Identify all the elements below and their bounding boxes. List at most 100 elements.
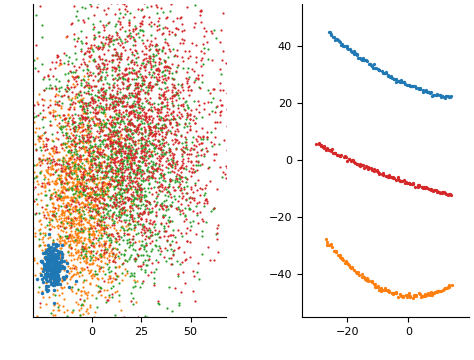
- Point: [391, 175, 398, 181]
- Point: [45, 247, 53, 252]
- Point: [151, 152, 159, 157]
- Point: [121, 167, 128, 173]
- Point: [79, 247, 87, 253]
- Point: [392, 177, 400, 183]
- Point: [85, 172, 93, 178]
- Point: [112, 273, 119, 278]
- Point: [73, 185, 81, 191]
- Point: [129, 109, 137, 115]
- Point: [63, 257, 70, 263]
- Point: [210, 157, 218, 163]
- Point: [68, 207, 75, 212]
- Point: [139, 202, 146, 207]
- Point: [80, 77, 88, 82]
- Point: [436, 92, 443, 98]
- Point: [50, 266, 58, 272]
- Point: [46, 249, 54, 255]
- Point: [26, 112, 34, 118]
- Point: [155, 55, 163, 61]
- Point: [166, 65, 174, 71]
- Point: [88, 94, 96, 100]
- Point: [89, 204, 96, 210]
- Point: [124, 186, 132, 192]
- Point: [109, 128, 117, 134]
- Point: [162, 39, 169, 45]
- Point: [118, 146, 126, 152]
- Point: [60, 267, 68, 273]
- Point: [52, 255, 60, 260]
- Point: [69, 234, 77, 240]
- Point: [439, 189, 447, 195]
- Point: [47, 171, 55, 177]
- Point: [51, 204, 59, 210]
- Point: [176, 208, 184, 214]
- Point: [159, 201, 166, 206]
- Point: [125, 93, 133, 98]
- Point: [41, 212, 48, 218]
- Point: [139, 77, 147, 82]
- Point: [146, 114, 153, 120]
- Point: [178, 289, 185, 295]
- Point: [118, 270, 126, 275]
- Point: [118, 111, 125, 117]
- Point: [65, 161, 73, 167]
- Point: [422, 87, 430, 93]
- Point: [171, 31, 179, 37]
- Point: [55, 307, 63, 313]
- Point: [88, 46, 95, 52]
- Point: [172, 204, 180, 210]
- Point: [214, 222, 221, 228]
- Point: [163, 102, 170, 108]
- Point: [338, 41, 346, 46]
- Point: [80, 101, 87, 107]
- Point: [155, 163, 163, 169]
- Point: [51, 150, 58, 156]
- Point: [344, 261, 352, 267]
- Point: [109, 144, 116, 149]
- Point: [68, 245, 75, 251]
- Point: [71, 93, 79, 99]
- Point: [102, 249, 110, 255]
- Point: [141, 78, 148, 84]
- Point: [116, 280, 123, 286]
- Point: [90, 197, 97, 203]
- Point: [32, 12, 40, 18]
- Point: [107, 148, 115, 154]
- Point: [87, 99, 94, 105]
- Point: [72, 169, 80, 175]
- Point: [115, 76, 122, 81]
- Point: [65, 155, 73, 161]
- Point: [383, 287, 390, 293]
- Point: [62, 172, 70, 178]
- Point: [112, 212, 120, 218]
- Point: [42, 135, 49, 141]
- Point: [446, 94, 454, 100]
- Point: [86, 138, 94, 144]
- Point: [150, 224, 158, 230]
- Point: [138, 192, 146, 198]
- Point: [159, 215, 167, 220]
- Point: [121, 11, 129, 17]
- Point: [83, 110, 91, 116]
- Point: [123, 159, 130, 165]
- Point: [90, 120, 97, 126]
- Point: [210, 151, 218, 157]
- Point: [66, 101, 74, 107]
- Point: [91, 268, 99, 274]
- Point: [111, 123, 119, 129]
- Point: [160, 57, 168, 63]
- Point: [137, 126, 145, 132]
- Point: [138, 18, 146, 23]
- Point: [171, 323, 179, 329]
- Point: [55, 304, 62, 310]
- Point: [173, 162, 181, 167]
- Point: [143, 61, 150, 67]
- Point: [171, 139, 178, 145]
- Point: [96, 197, 103, 202]
- Point: [107, 279, 114, 285]
- Point: [146, 123, 154, 129]
- Point: [103, 72, 111, 77]
- Point: [91, 184, 99, 190]
- Point: [52, 280, 59, 286]
- Point: [46, 150, 53, 156]
